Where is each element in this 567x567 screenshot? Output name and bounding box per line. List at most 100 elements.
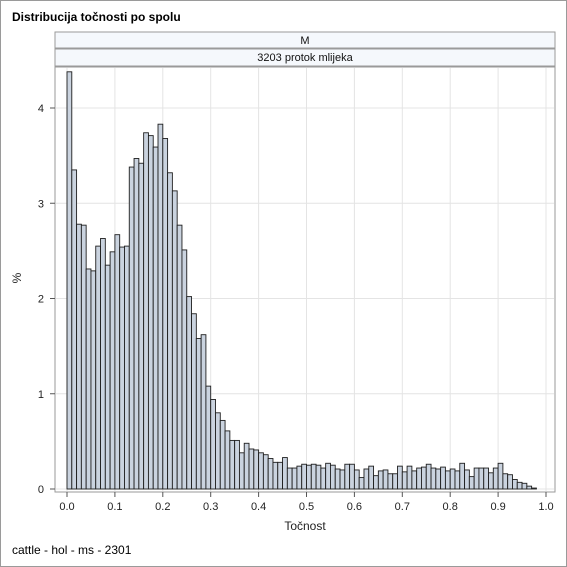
- histogram-bar: [210, 399, 216, 490]
- histogram-bar: [124, 245, 130, 490]
- histogram-bar: [444, 470, 451, 490]
- histogram-bar: [478, 467, 485, 490]
- histogram-bar: [516, 481, 523, 490]
- histogram-bar: [459, 462, 466, 490]
- histogram-bar: [521, 482, 528, 490]
- histogram-bar: [147, 135, 154, 490]
- histogram-bar: [243, 442, 250, 490]
- histogram-bar: [358, 477, 365, 490]
- histogram-bar: [215, 412, 221, 490]
- panel-header-row1-box: [54, 31, 556, 49]
- histogram-bar: [488, 472, 494, 490]
- x-axis-label: Točnost: [284, 519, 326, 533]
- histogram-bar: [128, 166, 135, 490]
- histogram-bar: [66, 71, 73, 490]
- x-tick-label: 0.1: [107, 501, 122, 513]
- histogram-bar: [349, 463, 355, 490]
- histogram-bar: [483, 467, 489, 490]
- histogram-bar: [272, 461, 279, 490]
- histogram-bar: [406, 465, 413, 490]
- histogram-bar: [502, 473, 509, 490]
- histogram-bar: [76, 223, 82, 490]
- histogram-bar: [330, 464, 336, 490]
- histogram-bar: [100, 238, 106, 490]
- footnote: cattle - hol - ms - 2301: [12, 543, 132, 557]
- histogram-bar: [258, 452, 264, 490]
- histogram-bar: [344, 463, 351, 490]
- histogram-bar: [114, 234, 121, 490]
- histogram-bar: [526, 485, 533, 490]
- histogram-bar: [531, 487, 537, 490]
- histogram-bar: [430, 467, 437, 490]
- histogram-bar: [449, 468, 456, 490]
- histogram-bar: [90, 270, 97, 490]
- histogram-bar: [262, 454, 269, 490]
- x-tick-label: 0.9: [490, 501, 505, 513]
- histogram-bar: [454, 470, 461, 490]
- histogram-bar: [167, 172, 173, 490]
- histogram-bar: [435, 468, 442, 490]
- histogram-bar: [71, 169, 78, 490]
- histogram-bar: [109, 251, 116, 490]
- histogram-bar: [368, 465, 375, 490]
- x-tick-label: 0.3: [203, 501, 218, 513]
- x-tick-label: 0.0: [59, 501, 74, 513]
- histogram-bar: [152, 146, 159, 490]
- histogram-bar: [162, 138, 169, 490]
- histogram-bar: [205, 385, 212, 490]
- histogram-bar: [492, 467, 499, 490]
- histogram-bar: [468, 476, 475, 490]
- histogram-bar: [191, 313, 197, 490]
- histogram-bar: [95, 245, 101, 490]
- histogram-bar: [473, 467, 480, 490]
- histogram-bar: [253, 449, 260, 490]
- histogram-bar: [334, 468, 341, 490]
- panel-header-row1: M: [300, 35, 309, 47]
- histogram-bar: [133, 158, 140, 490]
- histogram-bar: [171, 190, 178, 490]
- histogram-bar: [320, 467, 327, 490]
- histogram-bar: [382, 469, 389, 490]
- y-tick-label: 2: [38, 294, 44, 306]
- histogram-bar: [267, 458, 274, 490]
- y-axis-label: %: [10, 272, 24, 283]
- histogram-bar: [411, 470, 418, 490]
- y-tick-label: 0: [38, 484, 44, 496]
- x-tick-label: 0.2: [155, 501, 170, 513]
- x-tick-label: 0.7: [395, 501, 410, 513]
- histogram-bar: [296, 465, 303, 490]
- histogram-bar: [219, 419, 226, 490]
- histogram-bar: [325, 462, 331, 490]
- panel-header-row2: 3203 protok mlijeka: [257, 52, 353, 64]
- histogram-bar: [286, 467, 293, 490]
- histogram-bar: [291, 467, 298, 490]
- histogram-bar: [200, 334, 207, 490]
- histogram-bar: [497, 462, 504, 490]
- histogram-bar: [104, 264, 111, 490]
- x-tick-label: 0.6: [347, 501, 362, 513]
- y-tick-label: 4: [38, 103, 44, 115]
- histogram-bar: [301, 463, 307, 490]
- histogram-bar: [512, 479, 518, 490]
- histogram-bar: [80, 224, 87, 490]
- histogram-bar: [310, 463, 317, 490]
- x-tick-label: 0.8: [443, 501, 458, 513]
- histogram-bar: [387, 473, 394, 490]
- histogram-bar: [421, 466, 427, 490]
- histogram-bar: [157, 123, 164, 490]
- histogram-bar: [229, 439, 236, 490]
- histogram-bar: [401, 471, 408, 490]
- histogram-bar: [392, 473, 398, 490]
- histogram-bar: [224, 430, 231, 490]
- histogram-bar: [138, 162, 145, 490]
- histogram-bar: [363, 468, 370, 490]
- histogram-bar: [373, 475, 379, 490]
- chart-title: Distribucija točnosti po spolu: [12, 10, 181, 24]
- histogram-bar: [85, 268, 92, 490]
- x-tick-label: 0.4: [251, 501, 266, 513]
- y-tick-label: 1: [38, 389, 44, 401]
- histogram-bar: [353, 469, 360, 490]
- histogram-bar: [248, 448, 255, 490]
- panel-header-row2-box: [54, 48, 556, 67]
